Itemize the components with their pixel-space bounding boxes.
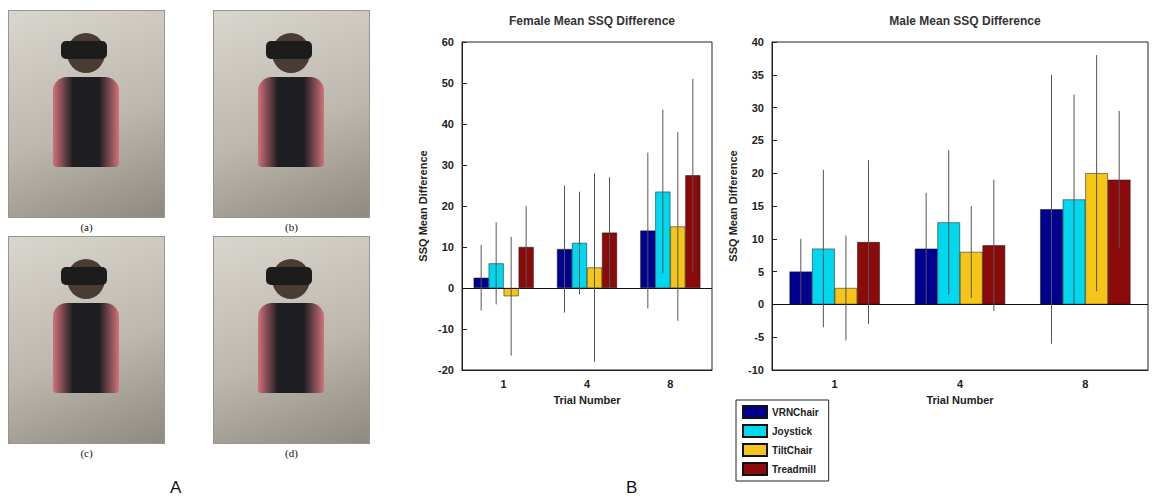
html-text:(b): (b) [285, 221, 298, 233]
svg-text:-10: -10 [748, 364, 764, 376]
html-text:A: A [170, 478, 182, 497]
svg-text:4: 4 [957, 378, 964, 390]
svg-text:30: 30 [442, 159, 454, 171]
svg-text:VRNChair: VRNChair [772, 407, 819, 418]
svg-text:50: 50 [442, 77, 454, 89]
svg-text:1: 1 [501, 378, 507, 390]
svg-text:0: 0 [758, 298, 764, 310]
svg-text:Joystick: Joystick [772, 426, 812, 437]
html-text:B: B [626, 478, 638, 497]
svg-text:30: 30 [752, 102, 764, 114]
svg-text:0: 0 [448, 282, 454, 294]
html-text:(c): (c) [80, 447, 93, 459]
html-text:(a): (a) [80, 221, 93, 233]
svg-text:SSQ Mean Difference: SSQ Mean Difference [417, 150, 429, 261]
svg-text:40: 40 [442, 118, 454, 130]
svg-text:25: 25 [752, 134, 764, 146]
svg-text:4: 4 [584, 378, 591, 390]
svg-text:15: 15 [752, 200, 764, 212]
svg-text:Treadmill: Treadmill [772, 464, 816, 475]
svg-text:10: 10 [442, 241, 454, 253]
svg-text:40: 40 [752, 36, 764, 48]
svg-text:-10: -10 [438, 323, 454, 335]
svg-text:1: 1 [832, 378, 838, 390]
svg-text:-20: -20 [438, 364, 454, 376]
svg-text:8: 8 [1082, 378, 1088, 390]
svg-text:60: 60 [442, 36, 454, 48]
svg-text:20: 20 [442, 200, 454, 212]
html-text:(d): (d) [285, 447, 298, 459]
svg-text:20: 20 [752, 167, 764, 179]
svg-text:8: 8 [667, 378, 673, 390]
svg-text:Female Mean SSQ Difference: Female Mean SSQ Difference [509, 14, 675, 28]
svg-text:Trial Number: Trial Number [926, 394, 994, 406]
svg-text:35: 35 [752, 69, 764, 81]
svg-text:-5: -5 [754, 331, 764, 343]
svg-text:Trial Number: Trial Number [553, 394, 621, 406]
svg-text:5: 5 [758, 266, 764, 278]
svg-text:SSQ Mean Difference: SSQ Mean Difference [727, 150, 739, 261]
svg-text:TiltChair: TiltChair [772, 445, 812, 456]
svg-text:Male Mean SSQ Difference: Male Mean SSQ Difference [889, 14, 1041, 28]
svg-text:10: 10 [752, 233, 764, 245]
